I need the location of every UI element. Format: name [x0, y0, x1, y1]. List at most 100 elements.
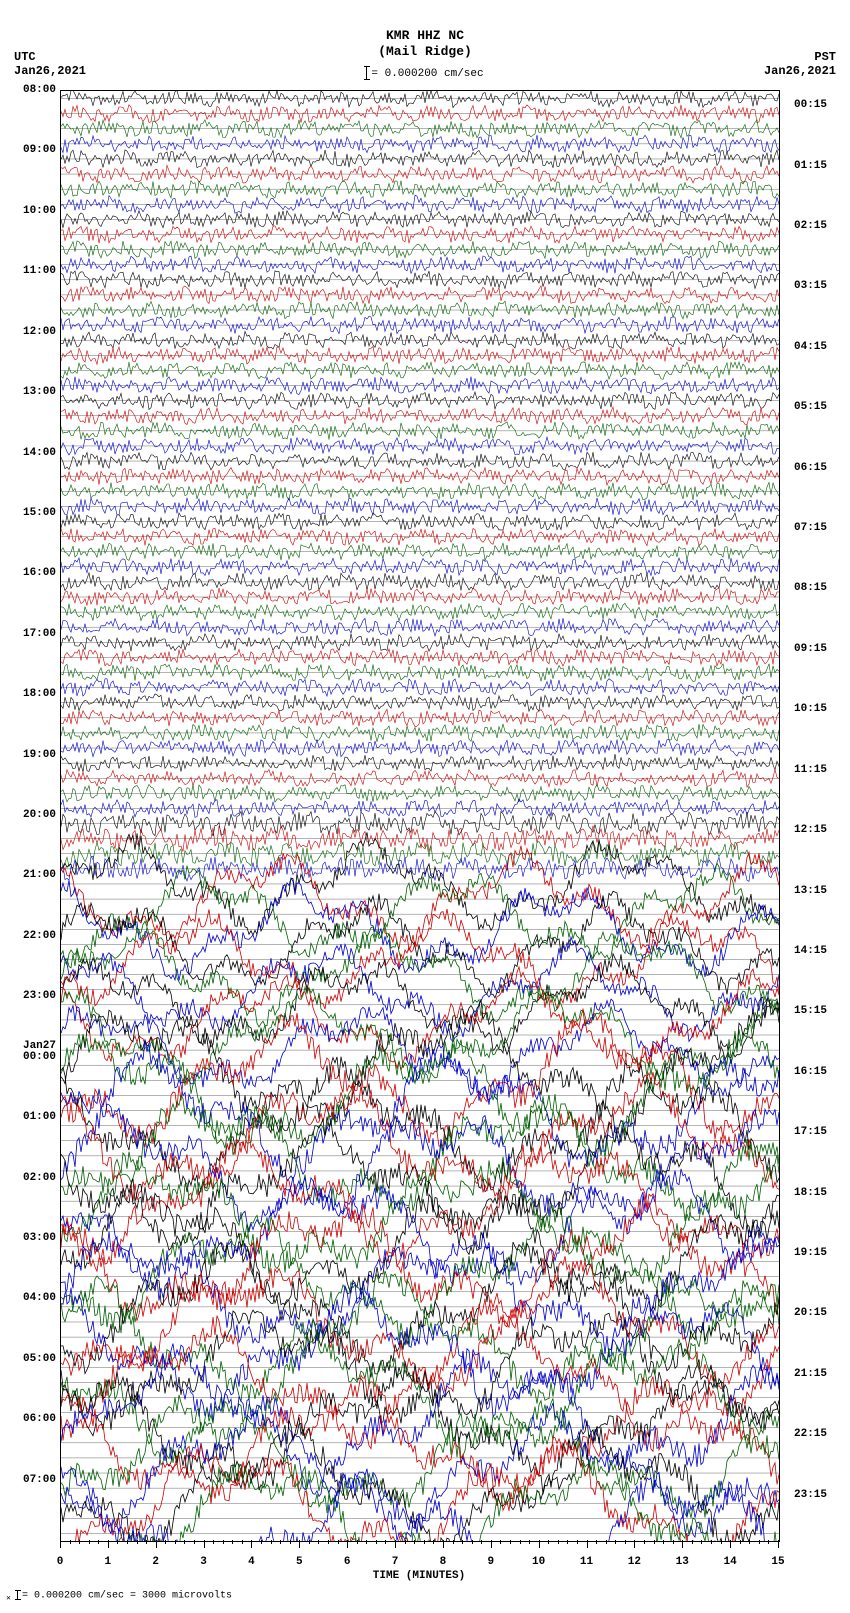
x-tick-minor — [376, 1540, 377, 1544]
x-tick-label: 4 — [248, 1556, 255, 1568]
x-tick-minor — [385, 1540, 386, 1544]
x-tick-label: 10 — [532, 1556, 545, 1568]
time-label-right: 08:15 — [794, 583, 850, 594]
seismic-trace — [61, 909, 779, 1009]
x-tick-minor — [740, 1540, 741, 1544]
time-label-left: 15:00 — [0, 508, 56, 519]
x-tick — [587, 1540, 588, 1548]
time-label-left: 20:00 — [0, 810, 56, 821]
time-label-right: 22:15 — [794, 1429, 850, 1440]
x-axis-label: TIME (MINUTES) — [60, 1570, 778, 1582]
x-tick-minor — [500, 1540, 501, 1544]
x-tick-minor — [414, 1540, 415, 1544]
time-label-right: 09:15 — [794, 644, 850, 655]
x-tick-label: 15 — [771, 1556, 784, 1568]
scale-text: = 0.000200 cm/sec — [371, 68, 483, 80]
footer-scale-bar-icon — [17, 1590, 18, 1600]
time-label-left: 16:00 — [0, 568, 56, 579]
time-label-left: 22:00 — [0, 931, 56, 942]
x-tick-minor — [232, 1540, 233, 1544]
x-tick-label: 13 — [676, 1556, 689, 1568]
scale-bar-icon — [366, 66, 367, 80]
x-tick-minor — [510, 1540, 511, 1544]
x-tick-minor — [271, 1540, 272, 1544]
time-label-left: 06:00 — [0, 1414, 56, 1425]
x-tick — [491, 1540, 492, 1548]
time-label-right: 13:15 — [794, 886, 850, 897]
x-tick-minor — [280, 1540, 281, 1544]
x-tick-minor — [117, 1540, 118, 1544]
time-label-right: 12:15 — [794, 825, 850, 836]
x-tick-minor — [213, 1540, 214, 1544]
x-tick — [730, 1540, 731, 1548]
x-tick-minor — [89, 1540, 90, 1544]
x-tick-minor — [366, 1540, 367, 1544]
seismogram-container: KMR HHZ NC (Mail Ridge) = 0.000200 cm/se… — [0, 0, 850, 1613]
seismic-trace — [61, 91, 779, 108]
time-label-right: 04:15 — [794, 342, 850, 353]
x-tick-minor — [654, 1540, 655, 1544]
x-tick-minor — [127, 1540, 128, 1544]
x-tick — [347, 1540, 348, 1548]
time-label-right: 10:15 — [794, 704, 850, 715]
seismic-trace — [61, 181, 779, 199]
x-tick-minor — [749, 1540, 750, 1544]
x-tick-minor — [606, 1540, 607, 1544]
x-tick — [156, 1540, 157, 1548]
x-tick-label: 5 — [296, 1556, 303, 1568]
x-tick-minor — [405, 1540, 406, 1544]
x-tick-minor — [338, 1540, 339, 1544]
seismic-trace — [61, 1310, 779, 1436]
x-tick-minor — [146, 1540, 147, 1544]
x-tick-label: 7 — [392, 1556, 399, 1568]
time-label-right: 02:15 — [794, 221, 850, 232]
x-tick — [443, 1540, 444, 1548]
x-tick-minor — [558, 1540, 559, 1544]
x-tick-label: 2 — [152, 1556, 159, 1568]
time-label-right: 16:15 — [794, 1067, 850, 1078]
scale-indicator: = 0.000200 cm/sec — [0, 66, 850, 80]
time-label-left: 07:00 — [0, 1475, 56, 1486]
x-tick-minor — [663, 1540, 664, 1544]
x-tick-minor — [98, 1540, 99, 1544]
time-label-right: 03:15 — [794, 281, 850, 292]
waveform-traces — [61, 91, 779, 1541]
footer-scale-text: = 0.000200 cm/sec = 3000 microvolts — [22, 1591, 232, 1602]
seismic-trace — [61, 1395, 779, 1518]
time-label-right: 21:15 — [794, 1369, 850, 1380]
x-tick-minor — [472, 1540, 473, 1544]
time-label-left: 01:00 — [0, 1112, 56, 1123]
x-tick — [778, 1540, 779, 1548]
x-tick-minor — [721, 1540, 722, 1544]
time-label-right: 01:15 — [794, 161, 850, 172]
x-tick-minor — [261, 1540, 262, 1544]
time-label-left: Jan2700:00 — [0, 1041, 56, 1063]
x-tick — [395, 1540, 396, 1548]
time-label-right: 19:15 — [794, 1248, 850, 1259]
x-tick-label: 6 — [344, 1556, 351, 1568]
seismic-trace — [61, 468, 779, 486]
seismic-trace — [61, 1456, 779, 1541]
x-tick-minor — [577, 1540, 578, 1544]
x-tick-minor — [175, 1540, 176, 1544]
x-tick-minor — [481, 1540, 482, 1544]
x-tick-minor — [242, 1540, 243, 1544]
seismogram-plot — [60, 90, 780, 1542]
x-tick-label: 3 — [200, 1556, 207, 1568]
time-label-left: 05:00 — [0, 1354, 56, 1365]
x-tick-minor — [165, 1540, 166, 1544]
x-tick — [108, 1540, 109, 1548]
seismic-trace — [61, 1057, 779, 1195]
x-tick-minor — [318, 1540, 319, 1544]
x-tick-label: 12 — [628, 1556, 641, 1568]
x-tick — [204, 1540, 205, 1548]
x-tick-minor — [692, 1540, 693, 1544]
x-tick-minor — [433, 1540, 434, 1544]
x-tick-minor — [520, 1540, 521, 1544]
x-tick-label: 9 — [487, 1556, 494, 1568]
x-tick-minor — [644, 1540, 645, 1544]
time-label-right: 07:15 — [794, 523, 850, 534]
seismic-trace — [61, 1104, 779, 1234]
x-tick — [539, 1540, 540, 1548]
x-tick-minor — [625, 1540, 626, 1544]
